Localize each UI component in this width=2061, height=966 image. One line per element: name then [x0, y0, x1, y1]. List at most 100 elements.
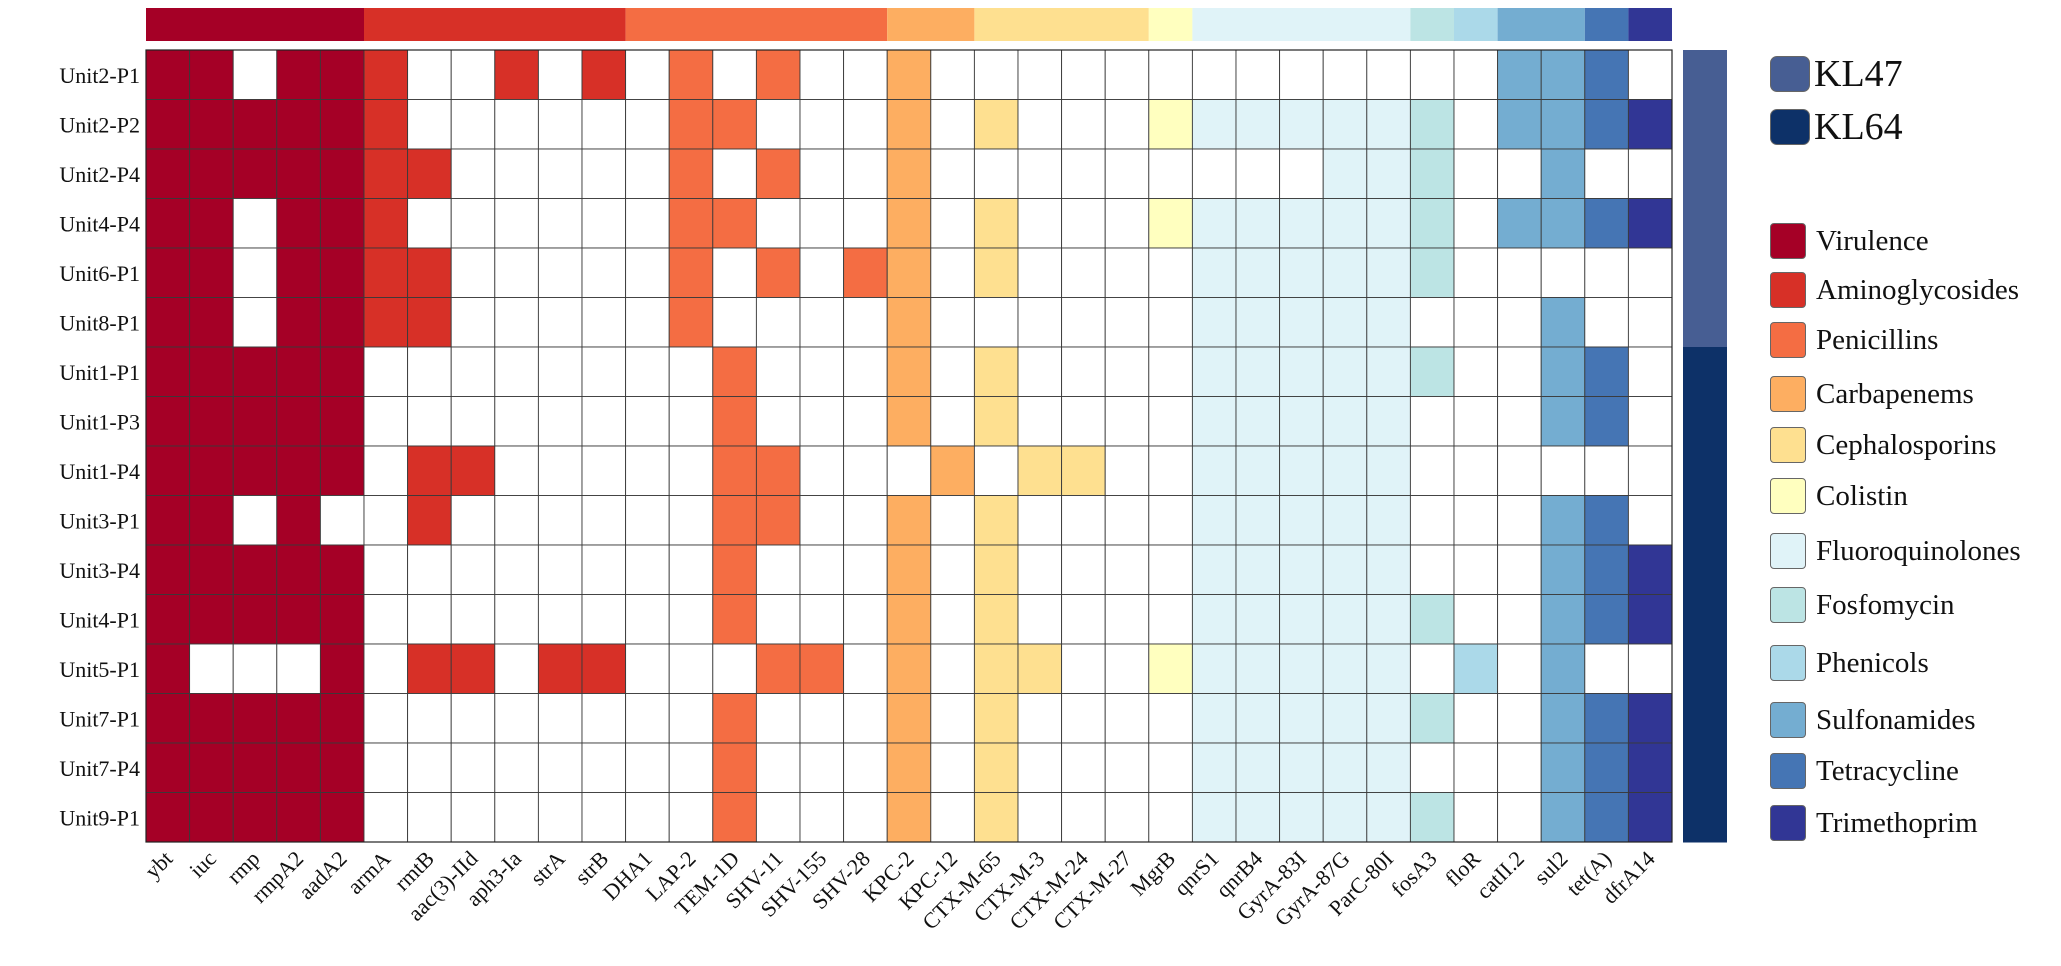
legend-item-trimethoprim: Trimethoprim — [1770, 805, 1978, 841]
heatmap-cell — [668, 792, 714, 843]
heatmap-cell — [1235, 544, 1281, 595]
heatmap-cell — [1453, 792, 1499, 843]
heatmap-cell — [1017, 396, 1063, 447]
heatmap-cell — [407, 297, 452, 348]
group-bar-kl47 — [1683, 99, 1727, 150]
heatmap-cell — [1235, 198, 1281, 249]
heatmap-cell — [1453, 643, 1499, 694]
heatmap-cell — [1584, 495, 1629, 546]
heatmap-cell — [1279, 346, 1324, 397]
heatmap-cell — [276, 742, 321, 793]
heatmap-cell — [1584, 742, 1629, 793]
heatmap-cell — [494, 396, 539, 447]
heatmap-cell — [1279, 148, 1324, 199]
heatmap-cell — [189, 297, 234, 348]
heatmap-cell — [581, 693, 627, 744]
heatmap-cell — [189, 742, 234, 793]
heatmap-cell — [1584, 198, 1629, 249]
heatmap-cell — [1148, 445, 1193, 496]
heatmap-cell — [145, 297, 191, 348]
heatmap-cell — [537, 247, 583, 298]
heatmap-cell — [1497, 297, 1542, 348]
heatmap-cell — [1540, 742, 1586, 793]
heatmap-cell — [930, 346, 975, 397]
group-bar-kl64 — [1683, 644, 1727, 694]
heatmap-cell — [407, 544, 452, 595]
category-bar-aminoglycosides — [364, 8, 626, 41]
legend-label-tetracycline: Tetracycline — [1816, 754, 1959, 787]
heatmap-cell — [145, 445, 191, 496]
heatmap-cell — [581, 198, 627, 249]
heatmap-cell — [581, 792, 627, 843]
legend-item-tetracycline: Tetracycline — [1770, 753, 1959, 789]
heatmap-cell — [145, 396, 191, 447]
heatmap-cell — [145, 643, 191, 694]
heatmap-cell — [1279, 396, 1324, 447]
heatmap-cell — [1148, 643, 1193, 694]
heatmap-cell — [581, 594, 627, 645]
heatmap-cell — [319, 346, 365, 397]
group-bar-kl64 — [1683, 693, 1727, 744]
heatmap-cell — [668, 247, 714, 298]
heatmap-cell — [1279, 544, 1324, 595]
legend-swatch-sulfonamides — [1770, 702, 1806, 738]
heatmap-cell — [189, 99, 234, 150]
row-label: Unit2-P4 — [59, 162, 140, 187]
heatmap-cell — [799, 445, 845, 496]
heatmap-cell — [843, 148, 888, 199]
heatmap-cell — [1104, 247, 1150, 298]
heatmap-cell — [319, 247, 365, 298]
heatmap-cell — [407, 495, 452, 546]
heatmap-cell — [319, 792, 365, 843]
heatmap-cell — [145, 198, 191, 249]
heatmap-cell — [1235, 148, 1281, 199]
heatmap-cell — [1453, 544, 1499, 595]
heatmap-cell — [581, 346, 627, 397]
heatmap-cell — [886, 544, 932, 595]
legend-label-virulence: Virulence — [1816, 224, 1929, 257]
heatmap-cell — [1279, 198, 1324, 249]
heatmap-cell — [843, 495, 888, 546]
group-bar-kl47 — [1683, 248, 1727, 298]
row-label: Unit3-P4 — [59, 558, 140, 583]
heatmap-cell — [494, 445, 539, 496]
heatmap-cell — [755, 495, 801, 546]
heatmap-cell — [930, 99, 975, 150]
heatmap-cell — [625, 792, 670, 843]
heatmap-cell — [799, 594, 845, 645]
heatmap-cell — [1627, 346, 1673, 397]
heatmap-cell — [1453, 99, 1499, 150]
heatmap-cell — [1322, 445, 1368, 496]
heatmap-cell — [973, 495, 1019, 546]
heatmap-cell — [450, 148, 496, 199]
heatmap-cell — [843, 297, 888, 348]
heatmap-cell — [1584, 544, 1629, 595]
heatmap-cell — [1409, 742, 1455, 793]
heatmap-cell — [1322, 495, 1368, 546]
heatmap-cell — [668, 693, 714, 744]
heatmap-cell — [843, 643, 888, 694]
heatmap-cell — [1366, 544, 1411, 595]
heatmap-cell — [1191, 693, 1237, 744]
heatmap-cell — [189, 247, 234, 298]
heatmap-cell — [537, 396, 583, 447]
legend-label-penicillins: Penicillins — [1816, 323, 1939, 356]
heatmap-cell — [930, 297, 975, 348]
heatmap-cell — [145, 49, 191, 100]
legend-swatch-kl47 — [1770, 56, 1810, 92]
heatmap-cell — [319, 148, 365, 199]
heatmap-cell — [1497, 495, 1542, 546]
heatmap-cell — [319, 198, 365, 249]
heatmap-cell — [973, 99, 1019, 150]
legend-item-penicillins: Penicillins — [1770, 322, 1938, 358]
heatmap-cell — [1191, 643, 1237, 694]
heatmap-cell — [755, 643, 801, 694]
heatmap-cell — [1627, 742, 1673, 793]
heatmap-cell — [1322, 742, 1368, 793]
heatmap-cell — [886, 693, 932, 744]
group-bar-kl64 — [1683, 347, 1727, 397]
heatmap-cell — [232, 643, 278, 694]
heatmap-cell — [886, 445, 932, 496]
heatmap-cell — [1497, 49, 1542, 100]
heatmap-cell — [1540, 643, 1586, 694]
